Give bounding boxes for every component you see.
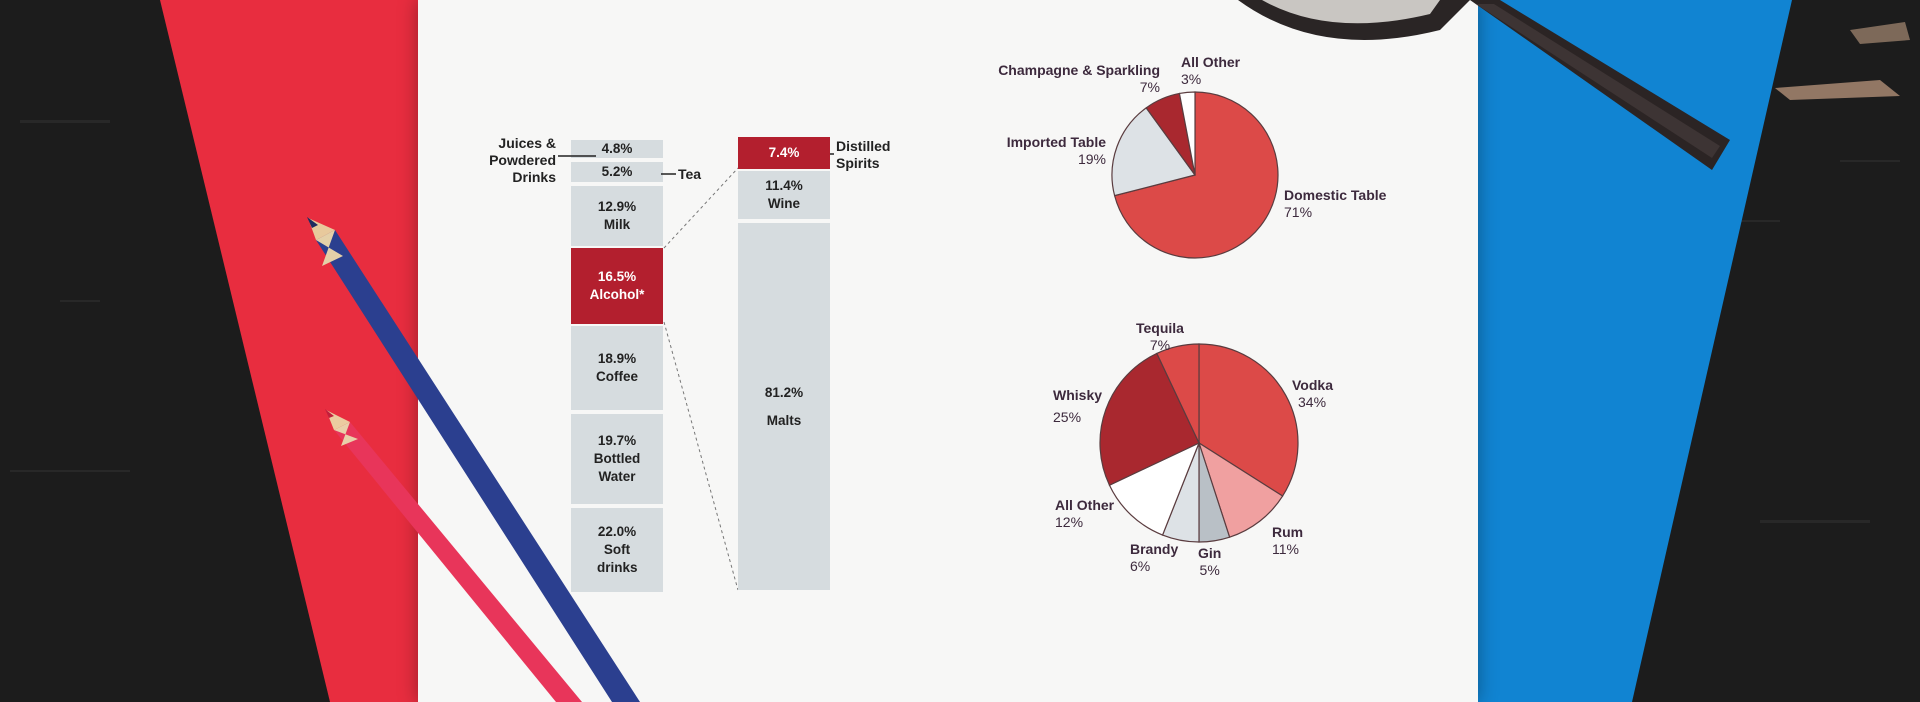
segment-soft-drinks: 22.0% Soft drinks <box>571 508 663 592</box>
segment-bottled-water: 19.7% Bottled Water <box>571 414 663 506</box>
spirits-label-vodka: Vodka 34% <box>1292 377 1333 410</box>
segment-alcohol: 16.5% Alcohol* <box>571 248 663 324</box>
spirits-label-whisky: Whisky 25% <box>1053 387 1103 425</box>
spirits-label-brandy: Brandy 6% <box>1130 541 1179 574</box>
segment-tea: 5.2% <box>571 162 663 184</box>
spirits-label-gin: Gin 5% <box>1198 545 1222 578</box>
juices-label: Juices & Powdered Drinks <box>489 135 556 185</box>
blue-paper <box>1430 0 1792 702</box>
wine-label-domestic: Domestic Table 71% <box>1284 187 1387 220</box>
alcohol-breakdown-bar: 7.4% 11.4% Wine 81.2% Malts <box>738 137 830 590</box>
tea-label: Tea <box>678 166 702 182</box>
spirits-label-rum: Rum 11% <box>1272 524 1304 557</box>
segment-distilled-spirits: 7.4% <box>738 137 830 169</box>
segment-coffee: 18.9% Coffee <box>571 326 663 412</box>
paint-chip <box>1775 80 1900 100</box>
spirits-label-other: All Other 12% <box>1055 497 1115 530</box>
beverage-share-bar: 4.8% 5.2% 12.9% Milk 16.5% Alcohol* 18.9… <box>571 140 663 592</box>
wine-label-champagne: Champagne & Sparkling 7% <box>998 62 1160 95</box>
segment-malts: 81.2% Malts <box>738 223 830 590</box>
wine-label-imported: Imported Table 19% <box>1006 134 1106 167</box>
distilled-spirits-label: Distilled Spirits <box>836 138 891 171</box>
segment-wine: 11.4% Wine <box>738 171 830 221</box>
spirits-label-tequila: Tequila 7% <box>1136 320 1184 353</box>
segment-milk: 12.9% Milk <box>571 186 663 246</box>
segment-juices: 4.8% <box>571 140 663 160</box>
wine-label-other: All Other 3% <box>1181 54 1241 87</box>
